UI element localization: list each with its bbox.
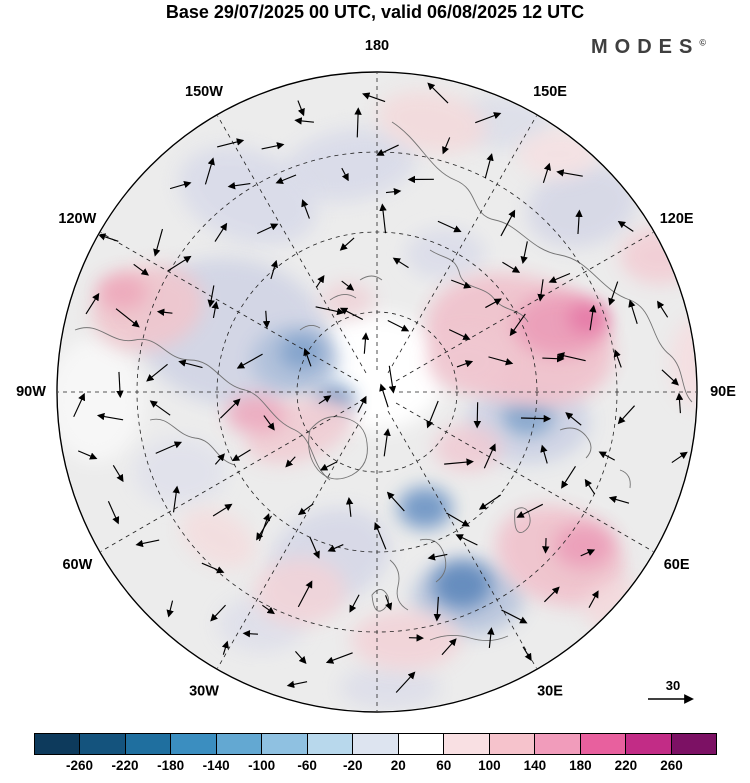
longitude-label: 60W	[62, 557, 92, 573]
colorbar-tick: -140	[202, 758, 230, 773]
colorbar-tick: 260	[660, 758, 683, 773]
longitude-label: 90W	[16, 384, 46, 400]
wind-vectors	[73, 82, 688, 693]
colorbar-tick-labels: -260 -220 -180 -140 -100 -60 -20 20 60 100 140 180 2…	[34, 758, 717, 776]
colorbar-cell	[35, 734, 81, 754]
longitude-label: 60E	[664, 557, 690, 573]
longitude-labels: 180150E120E90E60E30E030W60W90W120W150W	[16, 38, 736, 730]
longitude-label: 150W	[185, 84, 223, 100]
colorbar-tick: -260	[66, 758, 94, 773]
longitude-label: 120E	[660, 211, 694, 227]
colorbar-cell	[171, 734, 217, 754]
colorbar-cell	[216, 734, 263, 754]
colorbar-tick: 140	[523, 758, 547, 773]
modes-logo-text: MODES	[591, 36, 700, 58]
longitude-label: 120W	[58, 211, 96, 227]
colorbar-cell	[444, 734, 490, 754]
colorbar-cell	[262, 734, 308, 754]
polar-map: 180150E120E90E60E30E030W60W90W120W150W	[16, 38, 736, 730]
colorbar-cell	[80, 734, 126, 754]
colorbar-tick: -60	[297, 758, 317, 773]
colorbar-tick: 220	[614, 758, 638, 773]
colorbar-cell	[307, 734, 354, 754]
reference-wind-arrow: 30	[640, 679, 706, 705]
colorbar-tick: 20	[390, 758, 406, 773]
coastlines	[74, 121, 693, 641]
longitude-label: 150E	[533, 84, 567, 100]
longitude-label: 90E	[710, 384, 736, 400]
colorbar-cell	[535, 734, 581, 754]
colorbar-cell	[489, 734, 536, 754]
colorbar	[34, 733, 717, 755]
longitude-label: 180	[365, 38, 389, 54]
colorbar-tick: 100	[478, 758, 501, 773]
colorbar-tick: -100	[248, 758, 276, 773]
colorbar-cell	[671, 734, 717, 754]
colorbar-tick: 60	[436, 758, 452, 773]
colorbar-cell	[398, 734, 445, 754]
copyright-mark: ©	[699, 37, 706, 48]
colorbar-tick: -220	[111, 758, 139, 773]
colorbar-cell	[353, 734, 399, 754]
map-boundary	[56, 71, 698, 713]
colorbar-tick: -180	[157, 758, 185, 773]
longitude-label: 30W	[189, 683, 219, 699]
colorbar-tick: -20	[342, 758, 363, 773]
modes-logo: MODES©	[591, 36, 706, 59]
reference-wind-label: 30	[665, 678, 681, 693]
reference-arrow-icon	[648, 694, 694, 704]
longitude-label: 30E	[537, 683, 563, 699]
colorbar-cell	[125, 734, 172, 754]
colorbar-cell	[626, 734, 672, 754]
colorbar-cell	[580, 734, 627, 754]
page-title: Base 29/07/2025 00 UTC, valid 06/08/2025…	[165, 2, 585, 22]
colorbar-tick: 180	[569, 758, 592, 773]
